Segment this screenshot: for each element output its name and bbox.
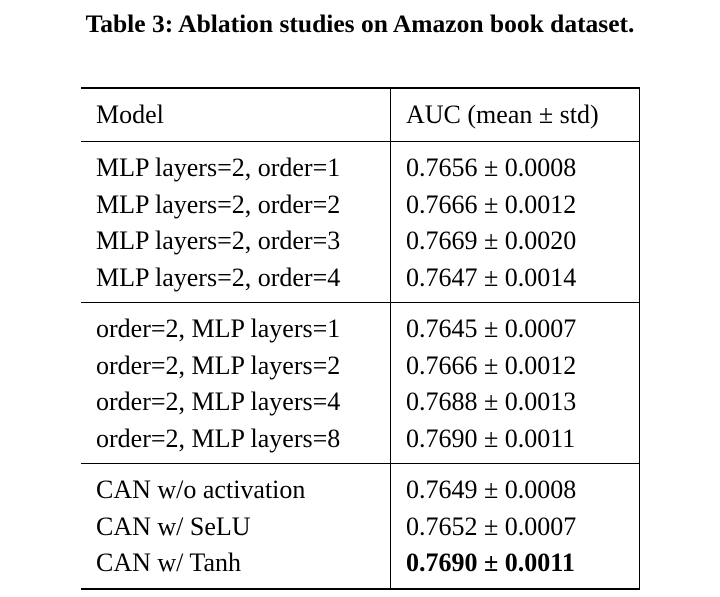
table-row: MLP layers=2, order=1 0.7656 ± 0.0008 bbox=[81, 141, 640, 187]
auc-cell: 0.7656 ± 0.0008 bbox=[390, 141, 640, 187]
auc-cell: 0.7647 ± 0.0014 bbox=[390, 259, 640, 303]
auc-cell: 0.7690 ± 0.0011 bbox=[390, 420, 640, 464]
table-row: order=2, MLP layers=2 0.7666 ± 0.0012 bbox=[81, 347, 640, 384]
model-cell: order=2, MLP layers=2 bbox=[81, 347, 391, 384]
model-cell: MLP layers=2, order=3 bbox=[81, 223, 391, 260]
table-row: order=2, MLP layers=1 0.7645 ± 0.0007 bbox=[81, 302, 640, 348]
auc-cell: 0.7688 ± 0.0013 bbox=[390, 384, 640, 421]
table-row: CAN w/ Tanh 0.7690 ± 0.0011 bbox=[81, 545, 640, 590]
model-cell: MLP layers=2, order=1 bbox=[81, 141, 391, 187]
table-row: MLP layers=2, order=2 0.7666 ± 0.0012 bbox=[81, 186, 640, 223]
table-caption: Table 3: Ablation studies on Amazon book… bbox=[85, 9, 635, 38]
auc-cell: 0.7652 ± 0.0007 bbox=[390, 508, 640, 545]
model-cell: order=2, MLP layers=8 bbox=[81, 420, 391, 464]
model-cell: order=2, MLP layers=4 bbox=[81, 384, 391, 421]
ablation-table: Model AUC (mean ± std) MLP layers=2, ord… bbox=[81, 87, 640, 590]
auc-cell: 0.7666 ± 0.0012 bbox=[390, 186, 640, 223]
model-cell: MLP layers=2, order=4 bbox=[81, 259, 391, 303]
model-cell: CAN w/ SeLU bbox=[81, 508, 391, 545]
model-cell: order=2, MLP layers=1 bbox=[81, 302, 391, 348]
table-row: MLP layers=2, order=3 0.7669 ± 0.0020 bbox=[81, 223, 640, 260]
table-header-row: Model AUC (mean ± std) bbox=[81, 87, 640, 142]
model-cell: CAN w/o activation bbox=[81, 463, 391, 509]
table-row: order=2, MLP layers=8 0.7690 ± 0.0011 bbox=[81, 420, 640, 464]
table-row: MLP layers=2, order=4 0.7647 ± 0.0014 bbox=[81, 259, 640, 303]
table-row: order=2, MLP layers=4 0.7688 ± 0.0013 bbox=[81, 384, 640, 421]
table-row: CAN w/ SeLU 0.7652 ± 0.0007 bbox=[81, 508, 640, 545]
table-row: CAN w/o activation 0.7649 ± 0.0008 bbox=[81, 463, 640, 509]
ablation-table-container: Model AUC (mean ± std) MLP layers=2, ord… bbox=[81, 87, 640, 590]
model-cell: MLP layers=2, order=2 bbox=[81, 186, 391, 223]
auc-cell: 0.7669 ± 0.0020 bbox=[390, 223, 640, 260]
auc-cell: 0.7666 ± 0.0012 bbox=[390, 347, 640, 384]
auc-cell: 0.7645 ± 0.0007 bbox=[390, 302, 640, 348]
header-auc: AUC (mean ± std) bbox=[390, 87, 640, 142]
auc-cell-best: 0.7690 ± 0.0011 bbox=[390, 545, 640, 590]
model-cell: CAN w/ Tanh bbox=[81, 545, 391, 590]
header-model: Model bbox=[81, 87, 391, 142]
auc-cell: 0.7649 ± 0.0008 bbox=[390, 463, 640, 509]
